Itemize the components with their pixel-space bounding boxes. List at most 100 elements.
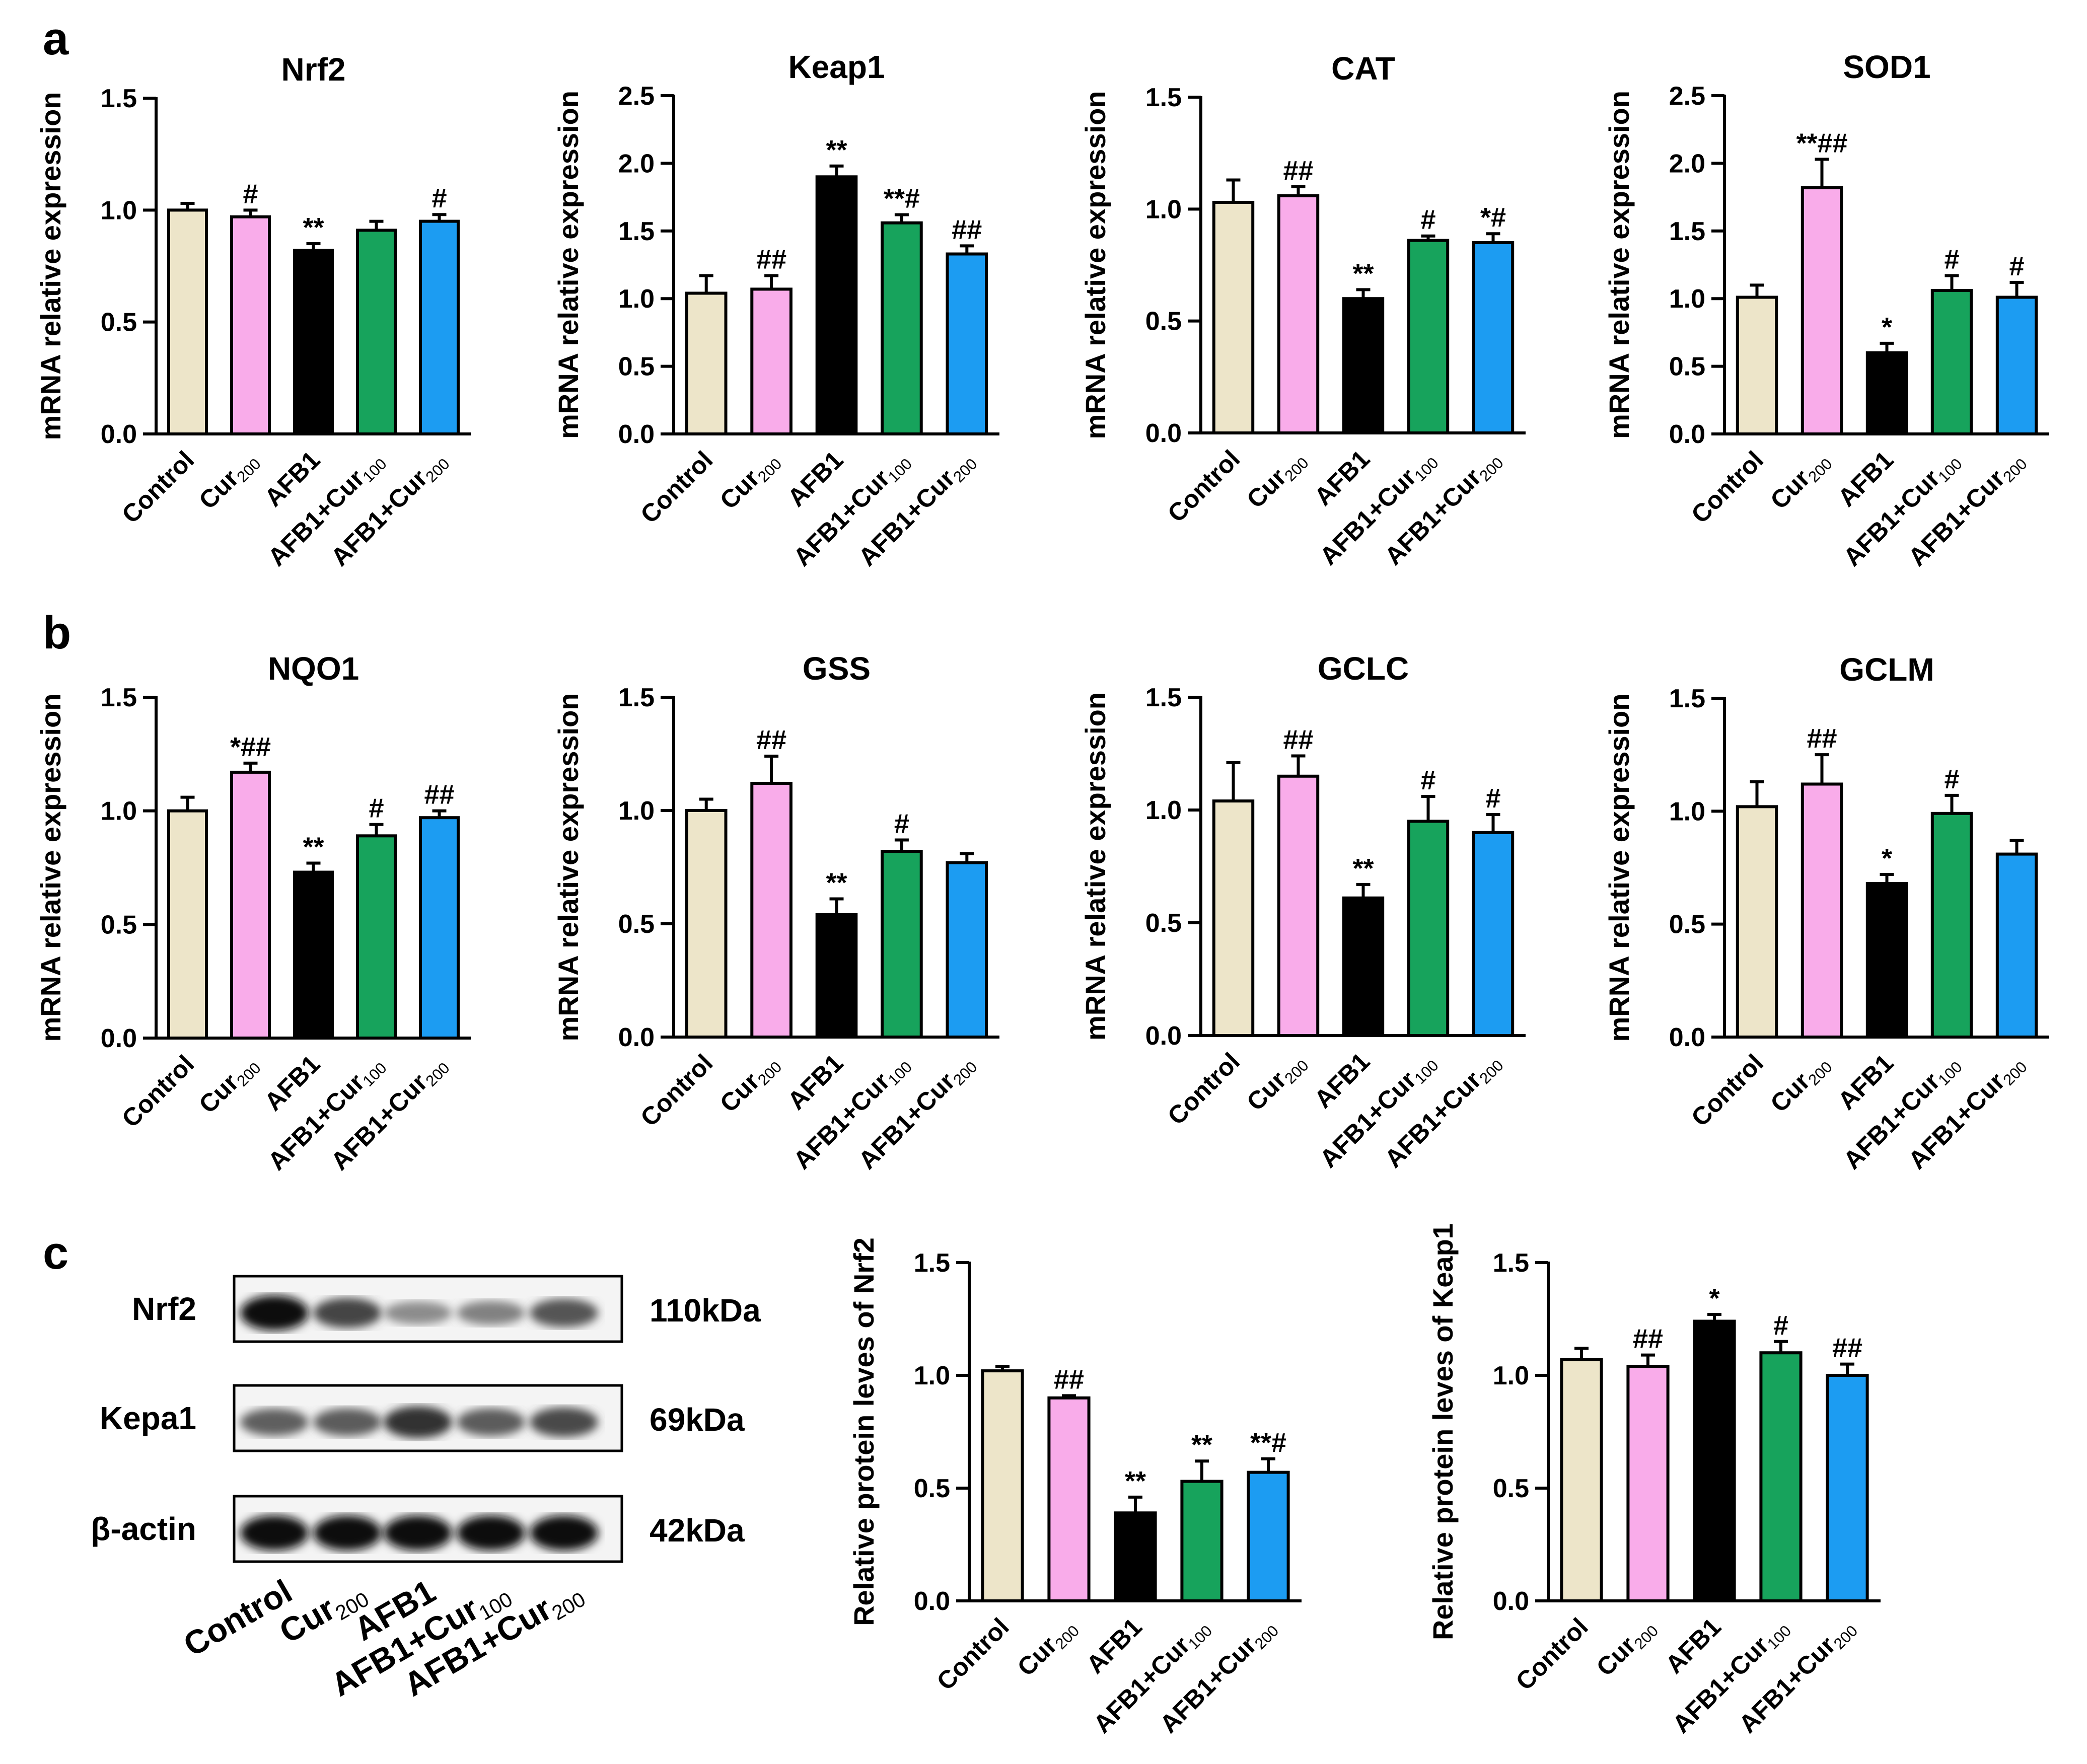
bar-control — [167, 809, 208, 1040]
x-tick-label: Cur200 — [1591, 1612, 1662, 1683]
x-tick-label: Cur200 — [1241, 445, 1312, 516]
blot-protein-label: β-actin — [91, 1511, 196, 1547]
x-tick-label: Cur200 — [714, 446, 785, 517]
bar-afb1 — [1865, 351, 1908, 435]
chart-title: Nrf2 — [281, 51, 345, 88]
y-tick-label: 1.5 — [101, 683, 137, 712]
bar-control — [981, 1369, 1024, 1603]
y-tick-label: 0.0 — [101, 420, 137, 449]
significance-label: ** — [303, 212, 324, 243]
x-tick-label: Cur200 — [193, 446, 264, 517]
x-tick-label: Control — [1686, 1049, 1769, 1132]
bar-afb1-cur200 — [1472, 831, 1515, 1038]
significance-label: ** — [1352, 258, 1374, 288]
bar-afb1-cur100 — [1407, 239, 1450, 434]
bar-afb1-cur100 — [1180, 1480, 1224, 1603]
x-tick-label-text: Control — [931, 1612, 1015, 1696]
blot-band — [240, 1408, 309, 1436]
significance-label: # — [1944, 764, 1959, 794]
chart-title: GCLC — [1318, 650, 1409, 687]
blot-band — [530, 1515, 598, 1551]
panel-label-a: a — [43, 13, 69, 64]
bar-control — [1736, 296, 1778, 436]
bar-afb1 — [1342, 297, 1385, 434]
y-tick-label: 1.5 — [914, 1248, 950, 1278]
bar-control — [1560, 1358, 1603, 1602]
blot-protein-label: Kepa1 — [100, 1400, 196, 1436]
blot-band — [530, 1298, 598, 1328]
y-tick-label: 2.5 — [1669, 82, 1705, 111]
bar-control — [1736, 805, 1778, 1039]
significance-label: # — [1420, 765, 1435, 795]
x-tick-label: Control — [931, 1612, 1015, 1696]
y-tick-label: 1.0 — [101, 196, 137, 225]
significance-label: # — [1485, 783, 1500, 814]
chart-nrf2_mrna: 0.0 0.5 1.0 1.5 mRNA relative expression Nrf2… — [35, 51, 471, 571]
y-axis-label: mRNA relative expression — [1080, 692, 1111, 1041]
y-tick-label: 1.0 — [1145, 796, 1182, 825]
x-tick-label: AFB1+Cur200 — [853, 446, 981, 573]
y-tick-label: 0.0 — [1493, 1587, 1529, 1616]
y-tick-label: 0.5 — [1145, 307, 1182, 336]
bar-afb1-cur200 — [1247, 1471, 1290, 1602]
chart-cat_mrna: 0.0 0.5 1.0 1.5 mRNA relative expression CAT C… — [1080, 50, 1526, 570]
blot-band — [313, 1298, 382, 1328]
y-axis-label: mRNA relative expression — [1603, 91, 1635, 439]
y-tick-label: 0.0 — [1145, 419, 1182, 448]
x-tick-label-text: Control — [1686, 1049, 1769, 1132]
significance-label: ** — [303, 832, 324, 862]
x-tick-label: Control — [1162, 1047, 1245, 1130]
chart-title: GCLM — [1839, 651, 1934, 688]
bar-control — [1212, 799, 1255, 1037]
x-tick-label: Cur200 — [1765, 1049, 1836, 1120]
bar-afb1 — [293, 249, 334, 435]
y-tick-label: 1.0 — [1145, 195, 1182, 224]
significance-label: ## — [952, 214, 982, 245]
blot-row-kepa1: Kepa1 69kDa — [100, 1384, 745, 1452]
bar-control — [1212, 200, 1255, 434]
bar-afb1-cur200 — [419, 816, 460, 1040]
x-tick-label: Control — [635, 1049, 718, 1132]
y-tick-label: 0.5 — [1493, 1474, 1529, 1503]
panel-label-b: b — [43, 607, 71, 658]
bar-cur200 — [1047, 1396, 1091, 1603]
blot-band — [240, 1515, 309, 1551]
x-tick-label: AFB1+Cur200 — [853, 1049, 981, 1177]
y-tick-label: 1.5 — [618, 683, 655, 712]
blot-band — [240, 1295, 309, 1331]
y-tick-label: 1.0 — [914, 1361, 950, 1390]
charts-layer: 0.0 0.5 1.0 1.5 mRNA relative expression Nrf2… — [35, 49, 2049, 1738]
y-tick-label: 1.5 — [1493, 1248, 1529, 1278]
bar-control — [685, 291, 728, 435]
x-tick-label: Cur200 — [1765, 446, 1836, 517]
y-axis-label: Relative protein leves of Keap1 — [1427, 1223, 1459, 1640]
y-tick-label: 0.0 — [1669, 420, 1705, 449]
chart-title: CAT — [1331, 50, 1395, 87]
bar-cur200 — [1626, 1365, 1670, 1603]
x-tick-label: Cur200 — [714, 1049, 785, 1120]
x-tick-label: Control — [1162, 445, 1245, 528]
significance-label: # — [243, 179, 258, 209]
bar-afb1 — [1693, 1319, 1736, 1602]
panel-label-c: c — [43, 1227, 68, 1279]
bar-afb1-cur200 — [419, 219, 460, 435]
significance-label: ## — [424, 780, 454, 810]
y-tick-label: 0.5 — [101, 910, 137, 939]
y-tick-label: 0.5 — [618, 910, 655, 939]
y-tick-label: 1.5 — [1145, 83, 1182, 112]
bar-afb1-cur100 — [881, 850, 923, 1039]
y-axis-label: Relative protein leves of Nrf2 — [848, 1237, 880, 1626]
x-tick-label-text: Control — [635, 1049, 718, 1132]
y-tick-label: 1.5 — [101, 84, 137, 113]
x-tick-label-text: Control — [1510, 1612, 1594, 1696]
bar-cur200 — [1277, 194, 1320, 434]
blot-band — [457, 1301, 525, 1325]
bar-cur200 — [230, 215, 271, 435]
chart-nqo1_mrna: 0.0 0.5 1.0 1.5 mRNA relative expression NQO1… — [35, 650, 471, 1175]
blot-band — [457, 1515, 525, 1551]
chart-title: GSS — [803, 650, 871, 687]
significance-label: # — [894, 809, 909, 839]
blot-protein-label: Nrf2 — [132, 1291, 196, 1327]
